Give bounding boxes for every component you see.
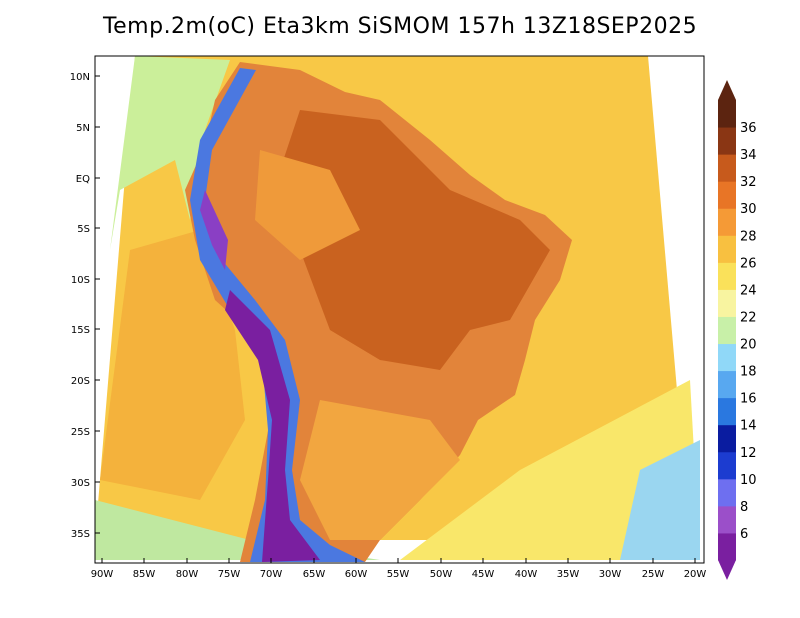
map-frame bbox=[94, 55, 705, 564]
lat-label: 5N bbox=[76, 123, 90, 134]
lat-label: EQ bbox=[76, 174, 90, 185]
atlantic-southeast-blue-zone bbox=[620, 440, 700, 560]
colorbar-label: 8 bbox=[740, 500, 748, 515]
lat-label: 20S bbox=[71, 376, 90, 387]
colorbar-swatch bbox=[718, 100, 736, 128]
colorbar-swatch bbox=[718, 343, 736, 372]
colorbar-label: 34 bbox=[740, 148, 757, 163]
colorbar-swatch bbox=[718, 154, 736, 182]
southern-cone-zone bbox=[300, 400, 460, 540]
colorbar-swatch bbox=[718, 181, 736, 209]
colorbar-swatch bbox=[718, 127, 736, 155]
lon-label: 55W bbox=[387, 569, 410, 580]
colorbar-swatch bbox=[718, 316, 736, 345]
amazon-warm-zone bbox=[255, 150, 360, 260]
lon-label: 45W bbox=[472, 569, 495, 580]
lon-label: 40W bbox=[515, 569, 538, 580]
lat-label: 5S bbox=[77, 224, 90, 235]
andes-purple-band bbox=[200, 190, 228, 270]
lat-label: 15S bbox=[71, 325, 90, 336]
colorbar-label: 30 bbox=[740, 202, 757, 217]
lat-label: 10N bbox=[70, 72, 90, 83]
lon-label: 75W bbox=[218, 569, 241, 580]
colorbar-swatch bbox=[718, 424, 736, 453]
south-atlantic-cool-zone bbox=[400, 380, 700, 560]
lon-label: 90W bbox=[91, 569, 114, 580]
colorbar-label: 28 bbox=[740, 229, 757, 244]
lon-label: 65W bbox=[303, 569, 326, 580]
colorbar-swatch bbox=[718, 235, 736, 263]
lon-label: 80W bbox=[176, 569, 199, 580]
colorbar: 6 8 10 12 14 16 18 20 22 24 26 28 30 32 34 36 bbox=[718, 80, 757, 580]
colorbar-label: 20 bbox=[740, 338, 757, 353]
lon-label: 25W bbox=[642, 569, 665, 580]
lat-label: 35S bbox=[71, 529, 90, 540]
colorbar-label: 18 bbox=[740, 365, 757, 380]
lon-label: 85W bbox=[133, 569, 156, 580]
colorbar-swatch bbox=[718, 208, 736, 236]
colorbar-bottom-arrow bbox=[718, 560, 736, 580]
colorbar-label: 16 bbox=[740, 392, 757, 407]
colorbar-label: 6 bbox=[740, 527, 748, 542]
colorbar-swatch bbox=[718, 262, 736, 290]
lon-label: 70W bbox=[260, 569, 283, 580]
map-title: Temp.2m(oC) Eta3km SiSMOM 157h 13Z18SEP2… bbox=[102, 14, 698, 39]
lon-label: 60W bbox=[345, 569, 368, 580]
lat-label: 25S bbox=[71, 427, 90, 438]
andes-coldest-core bbox=[225, 290, 320, 562]
colorbar-swatch bbox=[718, 505, 736, 534]
lon-label: 20W bbox=[684, 569, 707, 580]
pacific-cool-zone bbox=[110, 56, 230, 250]
colorbar-swatch bbox=[718, 451, 736, 480]
lat-label: 30S bbox=[71, 478, 90, 489]
far-south-cool-zone bbox=[95, 500, 380, 560]
colorbar-swatch bbox=[718, 532, 736, 561]
colorbar-swatch bbox=[718, 370, 736, 399]
pacific-warm-zone bbox=[100, 230, 245, 500]
colorbar-swatch bbox=[718, 478, 736, 507]
latitude-axis: 10N 5N EQ 5S 10S 15S 20S 25S 30S 35S bbox=[70, 72, 100, 540]
colorbar-label: 12 bbox=[740, 446, 757, 461]
colorbar-label: 24 bbox=[740, 283, 757, 298]
colorbar-label: 22 bbox=[740, 310, 757, 325]
lon-label: 30W bbox=[599, 569, 622, 580]
colorbar-label: 32 bbox=[740, 175, 757, 190]
lon-label: 50W bbox=[430, 569, 453, 580]
lat-label: 10S bbox=[71, 275, 90, 286]
colorbar-label: 36 bbox=[740, 121, 757, 136]
colorbar-swatch bbox=[718, 289, 736, 317]
colorbar-top-arrow bbox=[718, 80, 736, 100]
map-domain bbox=[95, 56, 700, 562]
colorbar-swatch bbox=[718, 397, 736, 426]
longitude-axis: 90W 85W 80W 75W 70W 65W 60W 55W 50W 45W … bbox=[91, 558, 707, 580]
colorbar-label: 26 bbox=[740, 256, 757, 271]
colorbar-label: 10 bbox=[740, 473, 757, 488]
colorbar-label: 14 bbox=[740, 419, 757, 434]
lon-label: 35W bbox=[557, 569, 580, 580]
interior-hot-zone bbox=[270, 110, 550, 370]
